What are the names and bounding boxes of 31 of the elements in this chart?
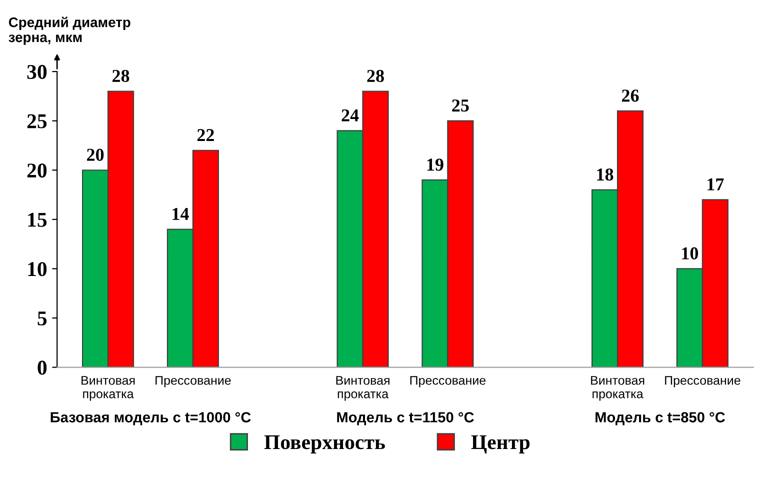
y-tick-label: 15	[28, 212, 47, 227]
legend-label: Центр	[471, 435, 530, 454]
x-tick-label: Винтовая прокатка	[591, 376, 644, 401]
text: Модель с t=1150 °C	[337, 412, 474, 426]
data-label: 25	[452, 99, 469, 112]
text: Модель с t=850 °C	[596, 412, 725, 426]
y-tick-label: 20	[27, 164, 47, 178]
y-tick-label: 0	[38, 360, 47, 375]
data-label: 28	[112, 70, 130, 82]
data-label: 17	[708, 178, 724, 190]
y-tick-label: 10	[28, 262, 47, 276]
data-label: 19	[427, 158, 444, 171]
x-tick-label: Винтовая прокатка	[336, 376, 390, 401]
x-tick-label: Прессование	[156, 376, 231, 388]
data-label: 26	[622, 90, 639, 102]
data-label: 28	[367, 70, 384, 82]
data-label: 14	[172, 208, 189, 220]
legend-label: Поверхность	[264, 435, 385, 454]
data-label: 18	[597, 168, 614, 181]
y-tick-label: 25	[27, 114, 47, 128]
data-label: 20	[87, 148, 104, 161]
y-tick-label: 30	[27, 64, 47, 79]
x-tick-label: Прессование	[410, 376, 486, 388]
data-label: 24	[342, 109, 359, 122]
x-tick-label: Прессование	[665, 376, 740, 388]
data-label: 22	[197, 129, 214, 142]
text: Базовая модель с t=1000 °C	[50, 412, 251, 426]
x-tick-label: Винтовая прокатка	[82, 376, 135, 401]
y-tick-label: 5	[38, 312, 47, 326]
y-axis-title: Средний диаметр зерна, мкм	[8, 16, 130, 45]
data-label: 10	[682, 247, 698, 260]
